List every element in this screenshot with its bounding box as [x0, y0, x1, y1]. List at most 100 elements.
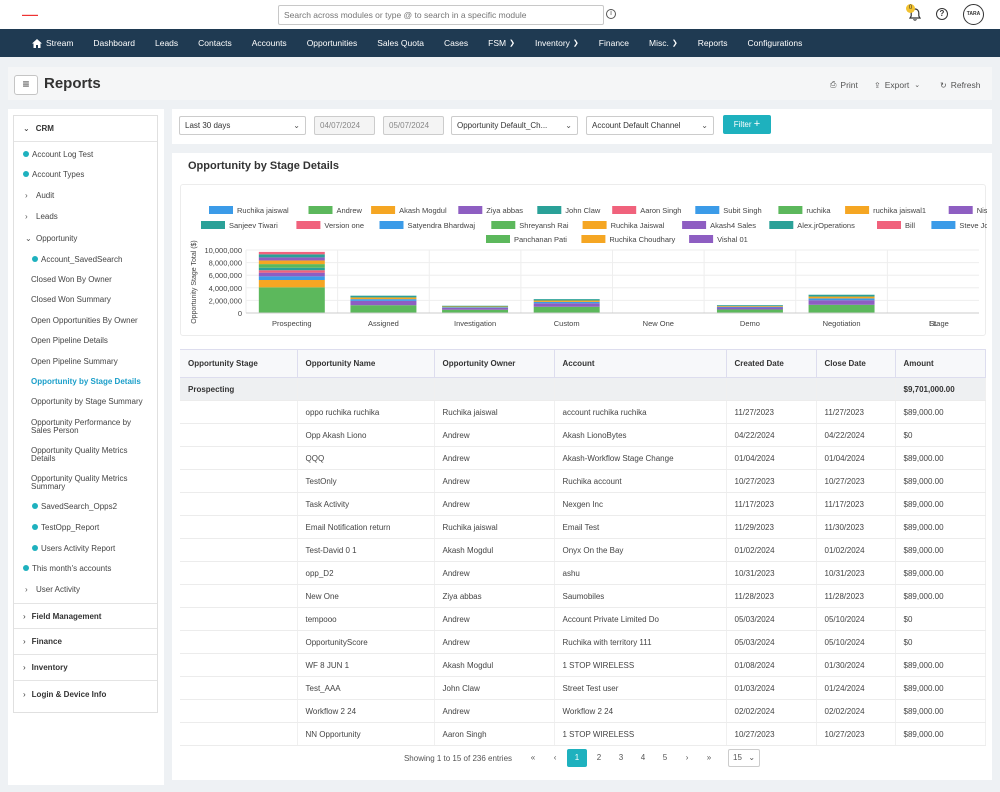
bar-segment[interactable] [808, 304, 875, 313]
bar-segment[interactable] [350, 297, 417, 300]
sidebar-item[interactable]: Open Pipeline Summary [31, 357, 118, 366]
sidebar-section-inventory[interactable]: › Inventory [14, 655, 157, 681]
export-button[interactable]: ⇪ Export ⌄ [874, 80, 920, 90]
legend-label[interactable]: Alex.jrOperations [797, 221, 855, 230]
table-row[interactable]: New One Ziya abbas Saumobiles 11/28/2023 11/… [180, 584, 986, 608]
bar-segment[interactable] [442, 306, 509, 308]
sidebar-item[interactable]: Account Types [22, 170, 85, 179]
refresh-button[interactable]: ↻ Refresh [940, 80, 980, 90]
col-header[interactable]: Opportunity Owner [434, 349, 555, 378]
bar-segment[interactable] [533, 303, 600, 307]
filter-button[interactable]: Filter + [723, 115, 771, 134]
bar-segment[interactable] [350, 300, 417, 306]
bar-segment[interactable] [258, 257, 325, 261]
page-button[interactable]: 4 [640, 753, 646, 762]
table-row[interactable]: oppo ruchika ruchika Ruchika jaiswal accou… [180, 400, 986, 424]
table-row[interactable]: NN Opportunity Aaron Singh 1 STOP WIRELESS… [180, 722, 986, 746]
nav-fsm[interactable]: FSM ❯ [488, 38, 515, 48]
bar-segment[interactable] [716, 305, 783, 306]
nav-cases[interactable]: Cases [444, 38, 469, 48]
bar-segment[interactable] [533, 299, 600, 301]
table-row[interactable]: Workflow 2 24 Andrew Workflow 2 24 02/02/20… [180, 699, 986, 723]
legend-label[interactable]: ruchika jaiswal1 [873, 206, 926, 215]
nav-reports[interactable]: Reports [697, 38, 728, 48]
bar-segment[interactable] [258, 251, 325, 255]
menu-toggle-button[interactable]: ≡ [14, 75, 38, 95]
table-row[interactable]: Email Notification return Ruchika jaiswal… [180, 515, 986, 539]
help-icon[interactable]: ? [936, 8, 948, 20]
bar-segment[interactable] [258, 267, 325, 271]
bar-segment[interactable] [533, 306, 600, 313]
sidebar-item[interactable]: Account Log Test [22, 150, 94, 159]
sidebar-folder-audit[interactable]: › Audit [25, 191, 54, 200]
sidebar-section-field-management[interactable]: › Field Management [14, 603, 157, 629]
bar-segment[interactable] [258, 279, 325, 288]
bar-segment[interactable] [258, 276, 325, 280]
nav-sales-quota[interactable]: Sales Quota [377, 38, 425, 48]
legend-label[interactable]: Shreyansh Rai [519, 221, 569, 230]
page-button[interactable]: 5 [662, 753, 668, 762]
sidebar-section-login-device-info[interactable]: › Login & Device Info [14, 681, 157, 707]
next-page-button[interactable]: › [685, 753, 689, 762]
table-row[interactable]: Opp Akash Liono Andrew Akash LionoBytes 04/… [180, 423, 986, 447]
legend-label[interactable]: Vishal 01 [717, 235, 748, 244]
bar-segment[interactable] [808, 300, 875, 305]
nav-accounts[interactable]: Accounts [251, 38, 287, 48]
brand-logo[interactable]: ▬▬▬▬ [22, 12, 38, 17]
sidebar-item[interactable]: Opportunity Quality Metrics [31, 474, 128, 483]
table-row[interactable]: Test_AAA John Claw Street Test user 01/03/2… [180, 676, 986, 700]
sidebar-folder-leads[interactable]: › Leads [25, 212, 58, 221]
per-page-select[interactable]: 15 ⌄ [728, 749, 761, 767]
bar-segment[interactable] [716, 305, 783, 307]
legend-label[interactable]: Panchanan Pati [514, 235, 567, 244]
bar-segment[interactable] [258, 264, 325, 268]
to-date-input[interactable]: 05/07/2024 [383, 116, 444, 135]
legend-label[interactable]: Ruchika Choudhary [609, 235, 675, 244]
sidebar-item[interactable]: TestOpp_Report [31, 523, 100, 532]
sidebar-item[interactable]: SavedSearch_Opps2 [31, 502, 118, 511]
bar-segment[interactable] [716, 306, 783, 308]
nav-opportunities[interactable]: Opportunities [306, 38, 358, 48]
table-row[interactable]: tempooo Andrew Account Private Limited Do 0… [180, 607, 986, 631]
legend-label[interactable]: Aaron Singh [640, 206, 681, 215]
legend-label[interactable]: Akash4 Sales [710, 221, 756, 230]
legend-label[interactable]: Steve Jobs [959, 221, 996, 230]
bar-segment[interactable] [258, 260, 325, 265]
sidebar-item[interactable]: Account_SavedSearch [31, 255, 123, 264]
page-button[interactable]: 3 [618, 753, 624, 762]
first-page-button[interactable]: « [530, 753, 536, 762]
sidebar-item[interactable]: Sales Person [31, 426, 79, 435]
table-row[interactable]: Task Activity Andrew Nexgen Inc 11/17/2023 1… [180, 492, 986, 516]
bar-segment[interactable] [533, 300, 600, 302]
last-page-button[interactable]: » [706, 753, 712, 762]
sidebar-item[interactable]: Closed Won By Owner [31, 275, 112, 284]
legend-label[interactable]: Nisha [977, 206, 997, 215]
account-channel-select[interactable]: Account Default Channel ⌄ [586, 116, 714, 135]
sidebar-section-crm[interactable]: ⌄ CRM [14, 116, 157, 142]
bar-segment[interactable] [350, 295, 417, 298]
bar-segment[interactable] [258, 287, 325, 313]
table-row[interactable]: OpportunityScore Andrew Ruchika with terri… [180, 630, 986, 654]
sidebar-item[interactable]: Open Opportunities By Owner [31, 316, 138, 325]
prev-page-button[interactable]: ‹ [553, 753, 557, 762]
bar-segment[interactable] [442, 309, 509, 313]
table-row[interactable]: opp_D2 Andrew ashu 10/31/2023 10/31/2023 $89,… [180, 561, 986, 585]
legend-label[interactable]: Ruchika jaiswal [237, 206, 289, 215]
bar-segment[interactable] [258, 254, 325, 258]
sidebar-item[interactable]: Users Activity Report [31, 544, 116, 553]
nav-stream[interactable]: Stream [32, 38, 73, 48]
sidebar-item[interactable]: Opportunity Quality Metrics [31, 446, 128, 455]
legend-label[interactable]: Version one [324, 221, 364, 230]
sidebar-item[interactable]: Open Pipeline Details [31, 336, 108, 345]
bar-segment[interactable] [716, 309, 783, 313]
legend-label[interactable]: Sanjeev Tiwari [229, 221, 278, 230]
table-row[interactable]: Test-David 0 1 Akash Mogdul Onyx On the Ba… [180, 538, 986, 562]
bar-segment[interactable] [808, 294, 875, 297]
sidebar-section-finance[interactable]: › Finance [14, 629, 157, 655]
sidebar-item[interactable]: Opportunity by Stage Summary [31, 397, 143, 406]
bar-segment[interactable] [808, 298, 875, 301]
bar-segment[interactable] [442, 305, 509, 307]
bar-segment[interactable] [808, 296, 875, 299]
bar-segment[interactable] [258, 272, 325, 277]
global-search-input[interactable] [278, 5, 604, 25]
